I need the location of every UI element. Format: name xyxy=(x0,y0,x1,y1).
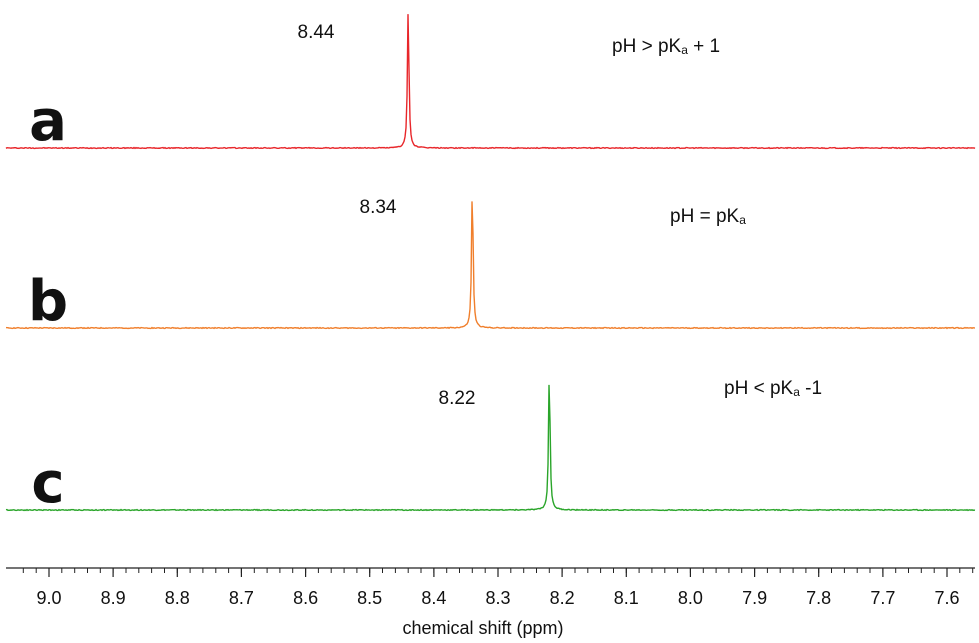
peak-label-c: 8.22 xyxy=(439,388,476,409)
x-tick-label: 7.8 xyxy=(806,588,831,608)
x-tick-label: 9.0 xyxy=(36,588,61,608)
x-axis: 9.0 8.9 8.8 8.7 8.6 8.5 8.4 8.3 8.2 8.1 8.0 7.9 7.8 7… xyxy=(6,567,975,608)
panel-label-a: a xyxy=(29,89,67,154)
x-tick-label: 8.3 xyxy=(485,588,510,608)
condition-label-b: pH = pKa xyxy=(670,206,746,227)
x-tick-label: 8.0 xyxy=(678,588,703,608)
x-tick-label: 8.2 xyxy=(550,588,575,608)
x-tick-label: 8.9 xyxy=(101,588,126,608)
x-tick-label: 8.1 xyxy=(614,588,639,608)
x-tick-label: 7.9 xyxy=(742,588,767,608)
x-tick-label: 8.8 xyxy=(165,588,190,608)
spectrum-line-c xyxy=(5,384,976,512)
x-tick-label: 8.6 xyxy=(293,588,318,608)
panel-label-c: c xyxy=(31,451,64,516)
peak-label-b: 8.34 xyxy=(360,197,397,218)
peak-label-a: 8.44 xyxy=(298,22,335,43)
condition-label-a: pH > pKa + 1 xyxy=(612,36,720,57)
condition-label-c: pH < pKa -1 xyxy=(724,378,822,399)
panel-label-b: b xyxy=(28,269,68,334)
x-tick-label: 7.6 xyxy=(934,588,959,608)
x-tick-label: 7.7 xyxy=(870,588,895,608)
spectra-layer: a 8.44 pH > pKa + 1 b 8.34 pH = pKa c 8.22 pH < … xyxy=(5,14,976,516)
x-tick-label: 8.5 xyxy=(357,588,382,608)
spectrum-line-b xyxy=(5,201,976,330)
x-tick-label: 8.7 xyxy=(229,588,254,608)
spectrum-line-a xyxy=(5,14,976,150)
x-tick-label: 8.4 xyxy=(421,588,446,608)
x-axis-title: chemical shift (ppm) xyxy=(402,618,563,638)
